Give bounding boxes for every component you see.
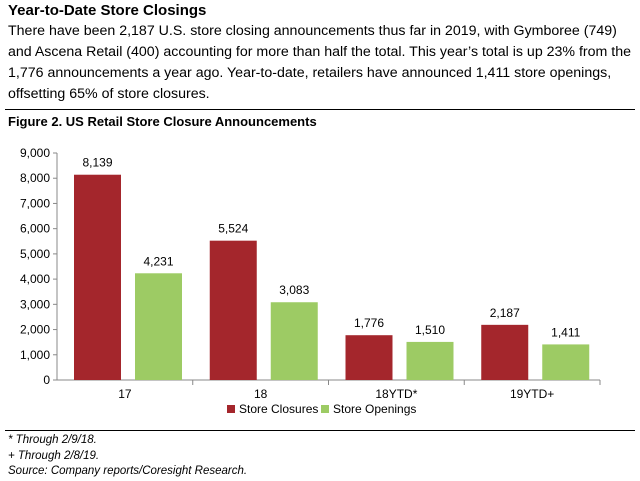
bottom-divider — [5, 430, 635, 431]
figure-title: Figure 2. US Retail Store Closure Announ… — [8, 114, 317, 129]
bar-store-openings — [542, 344, 590, 380]
footnote-2: + Through 2/8/19. — [8, 449, 100, 462]
y-tick-label: 9,000 — [20, 146, 50, 160]
y-tick-label: 8,000 — [20, 171, 50, 185]
data-label: 3,083 — [279, 283, 309, 297]
top-divider — [5, 109, 635, 110]
legend-label: Store Openings — [333, 402, 416, 416]
data-label: 1,776 — [354, 316, 384, 330]
y-tick-label: 3,000 — [20, 297, 50, 311]
data-label: 2,187 — [490, 306, 520, 320]
bar-store-closures — [345, 335, 393, 380]
bar-store-openings — [135, 273, 182, 380]
y-tick-label: 2,000 — [20, 323, 50, 337]
bar-store-closures — [481, 324, 529, 380]
y-tick-label: 0 — [43, 373, 50, 387]
footnotes: * Through 2/9/18. + Through 2/8/19. Sour… — [8, 433, 247, 480]
section-heading: Year-to-Date Store Closings — [8, 2, 207, 19]
bar-store-closures — [74, 174, 121, 380]
legend-swatch — [227, 405, 235, 413]
x-tick-label: 18 — [254, 387, 268, 401]
y-tick-label: 7,000 — [20, 196, 50, 210]
y-tick-label: 1,000 — [20, 348, 50, 362]
x-tick-label: 19YTD+ — [510, 387, 554, 401]
bar-chart: 0 1,000 2,000 3,000 4,000 5,000 6,000 7,000 8,00… — [20, 146, 601, 416]
data-label: 1,411 — [551, 325, 580, 339]
data-label: 8,139 — [82, 156, 112, 170]
y-tick-label: 6,000 — [20, 222, 50, 236]
y-tick-label: 5,000 — [20, 247, 50, 261]
x-tick-label: 17 — [118, 387, 132, 401]
data-label: 1,510 — [415, 323, 445, 337]
intro-paragraph: There have been 2,187 U.S. store closing… — [8, 23, 632, 102]
bar-store-closures — [209, 240, 257, 380]
legend-label: Store Closures — [239, 402, 318, 416]
data-label: 4,231 — [143, 254, 173, 268]
footnote-1: * Through 2/9/18. — [8, 434, 97, 446]
legend-swatch — [321, 405, 329, 413]
x-tick-label: 18YTD* — [375, 387, 417, 401]
bar-store-openings — [406, 341, 454, 380]
source-note: Source: Company reports/Coresight Resear… — [8, 465, 248, 477]
data-label: 5,524 — [218, 222, 248, 236]
bar-store-openings — [270, 302, 318, 380]
y-tick-label: 4,000 — [20, 272, 50, 286]
